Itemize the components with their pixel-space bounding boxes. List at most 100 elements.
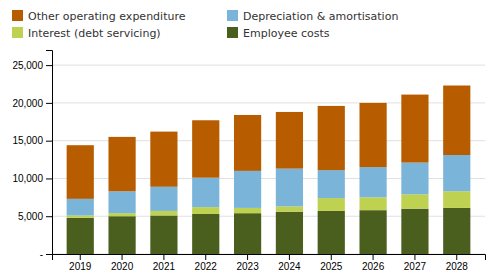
y-tick: 15,000 bbox=[12, 135, 52, 146]
y-tick-label: 10,000 bbox=[12, 173, 43, 184]
bar bbox=[276, 212, 303, 254]
bar bbox=[192, 214, 219, 254]
x-tick-mark bbox=[80, 254, 81, 260]
bars bbox=[67, 86, 471, 254]
bar bbox=[443, 208, 470, 254]
bar bbox=[67, 218, 94, 254]
bar bbox=[150, 132, 177, 187]
x-tick: 2025 bbox=[320, 254, 343, 272]
x-tick-mark bbox=[456, 254, 457, 260]
bar bbox=[67, 145, 94, 199]
bar bbox=[443, 86, 470, 156]
x-tick: 2022 bbox=[195, 254, 218, 272]
bar bbox=[359, 167, 386, 197]
x-tick-mark bbox=[163, 254, 164, 260]
y-axis: - 5,000 10,000 15,000 20,000 25,000 bbox=[12, 51, 52, 260]
x-tick-mark bbox=[122, 254, 123, 260]
bar bbox=[318, 106, 345, 170]
y-tick-mark bbox=[46, 65, 52, 66]
bar bbox=[443, 155, 470, 191]
y-tick: - bbox=[40, 249, 52, 260]
bar bbox=[276, 169, 303, 207]
y-tick: 5,000 bbox=[18, 211, 52, 222]
x-tick-label: 2021 bbox=[153, 261, 176, 272]
legend-swatch bbox=[227, 10, 238, 21]
series bbox=[67, 208, 471, 254]
x-tick-mark bbox=[373, 254, 374, 260]
x-tick: 2023 bbox=[236, 254, 259, 272]
legend-swatch bbox=[12, 10, 23, 21]
bar bbox=[192, 178, 219, 207]
bar bbox=[192, 207, 219, 214]
bar bbox=[443, 191, 470, 208]
bar bbox=[359, 210, 386, 254]
bar bbox=[108, 213, 135, 216]
legend-item: Interest (debt servicing) bbox=[12, 27, 161, 40]
y-tick-mark bbox=[46, 103, 52, 104]
y-tick: 20,000 bbox=[12, 98, 52, 109]
y-tick: 10,000 bbox=[12, 173, 52, 184]
bar bbox=[318, 198, 345, 211]
x-tick-label: 2026 bbox=[362, 261, 385, 272]
bar bbox=[150, 215, 177, 254]
y-tick-label: 25,000 bbox=[12, 60, 43, 71]
legend-label: Interest (debt servicing) bbox=[28, 27, 161, 40]
bar bbox=[401, 194, 428, 208]
bar bbox=[234, 213, 261, 254]
bar bbox=[318, 211, 345, 254]
x-tick: 2019 bbox=[69, 254, 92, 272]
y-tick-label: 5,000 bbox=[18, 211, 43, 222]
legend-swatch bbox=[12, 27, 23, 38]
bar bbox=[359, 197, 386, 210]
legend-label: Depreciation & amortisation bbox=[243, 10, 398, 23]
bar bbox=[401, 163, 428, 195]
x-tick-mark bbox=[414, 254, 415, 260]
legend-item: Other operating expenditure bbox=[12, 10, 186, 23]
bar bbox=[108, 191, 135, 213]
legend: Other operating expenditure Depreciation … bbox=[12, 10, 398, 40]
bar bbox=[150, 211, 177, 216]
x-axis-line bbox=[53, 255, 486, 261]
x-tick-label: 2023 bbox=[236, 261, 259, 272]
y-axis-line bbox=[46, 51, 53, 255]
legend-item: Employee costs bbox=[227, 27, 330, 40]
x-tick-label: 2019 bbox=[69, 261, 92, 272]
x-tick: 2024 bbox=[278, 254, 301, 272]
y-tick-label: 15,000 bbox=[12, 135, 43, 146]
x-tick-mark bbox=[331, 254, 332, 260]
chart: 2019202020212022202320242025202620272028… bbox=[0, 0, 499, 280]
bar bbox=[276, 112, 303, 169]
x-tick: 2026 bbox=[362, 254, 385, 272]
y-tick-label: - bbox=[40, 249, 43, 260]
series bbox=[67, 86, 471, 199]
y-tick-mark bbox=[46, 178, 52, 179]
legend-label: Employee costs bbox=[243, 27, 330, 40]
bar bbox=[401, 209, 428, 254]
x-tick-label: 2027 bbox=[404, 261, 427, 272]
legend-label: Other operating expenditure bbox=[28, 10, 186, 23]
x-axis: 2019202020212022202320242025202620272028 bbox=[53, 254, 486, 272]
bar bbox=[108, 137, 135, 191]
y-tick-label: 20,000 bbox=[12, 98, 43, 109]
grid-line bbox=[52, 65, 485, 66]
x-tick-label: 2024 bbox=[278, 261, 301, 272]
bar bbox=[108, 216, 135, 254]
legend-swatch bbox=[227, 27, 238, 38]
x-tick-label: 2020 bbox=[111, 261, 134, 272]
x-tick-label: 2025 bbox=[320, 261, 343, 272]
bar bbox=[67, 215, 94, 217]
x-tick: 2020 bbox=[111, 254, 134, 272]
x-tick: 2021 bbox=[153, 254, 176, 272]
bar bbox=[150, 187, 177, 211]
x-tick: 2027 bbox=[404, 254, 427, 272]
x-tick-mark bbox=[247, 254, 248, 260]
x-tick-mark bbox=[289, 254, 290, 260]
bar bbox=[276, 206, 303, 211]
y-tick-mark bbox=[46, 216, 52, 217]
bar bbox=[401, 95, 428, 163]
y-tick-mark bbox=[46, 141, 52, 142]
bar bbox=[318, 170, 345, 198]
y-tick: 25,000 bbox=[12, 60, 52, 71]
bar bbox=[192, 120, 219, 177]
bar bbox=[67, 199, 94, 216]
